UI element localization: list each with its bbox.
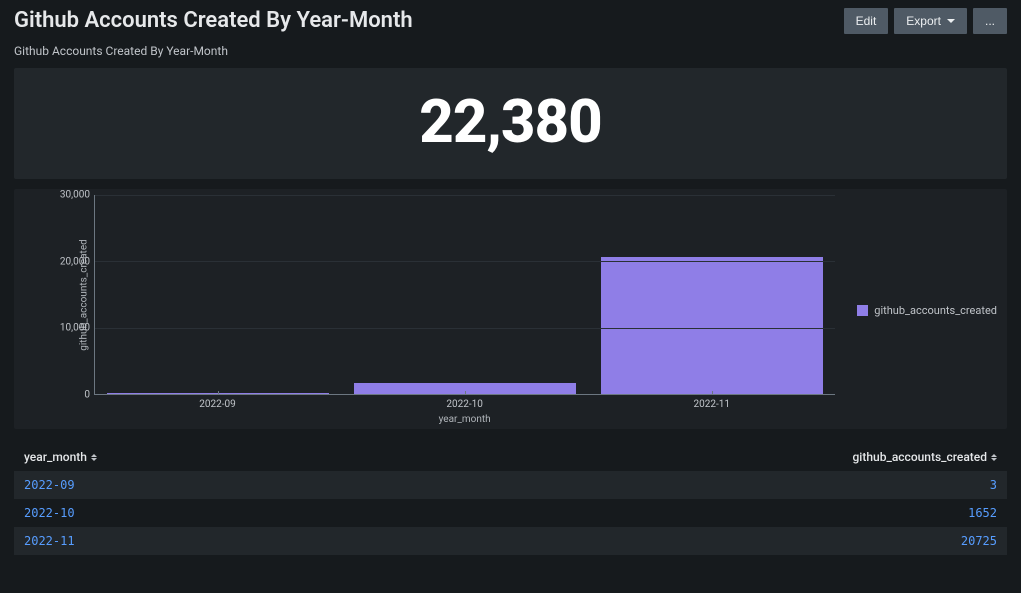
sort-icon — [91, 454, 97, 461]
x-ticks: 2022-092022-102022-11 — [94, 395, 835, 410]
gridline — [95, 195, 835, 196]
cell-count: 3 — [990, 478, 997, 492]
bar-slot — [342, 195, 589, 394]
chart-plot: github_accounts_created 010,00020,00030,… — [22, 195, 845, 395]
bar[interactable] — [601, 257, 823, 394]
bar-slot — [95, 195, 342, 394]
x-axis-title: year_month — [94, 410, 835, 425]
dashboard-page: Github Accounts Created By Year-Month Ed… — [0, 0, 1021, 569]
plot-area — [94, 195, 835, 395]
export-button[interactable]: Export — [894, 8, 967, 34]
col-header-count-label: github_accounts_created — [853, 450, 988, 464]
col-header-count[interactable]: github_accounts_created — [853, 450, 998, 464]
table-row[interactable]: 2022-10 1652 — [14, 499, 1007, 527]
edit-button[interactable]: Edit — [844, 8, 889, 34]
header-left: Github Accounts Created By Year-Month — [14, 4, 413, 33]
data-table: year_month github_accounts_created 2022-… — [14, 443, 1007, 555]
col-header-month[interactable]: year_month — [24, 450, 97, 464]
y-tick-label: 0 — [50, 390, 90, 401]
chart-main: github_accounts_created 010,00020,00030,… — [22, 195, 845, 425]
bar-slot — [589, 195, 836, 394]
header: Github Accounts Created By Year-Month Ed… — [14, 4, 1007, 34]
table-header: year_month github_accounts_created — [14, 443, 1007, 471]
export-button-label: Export — [906, 14, 941, 28]
bars-container — [95, 195, 835, 394]
table-body: 2022-09 3 2022-10 1652 2022-11 20725 — [14, 471, 1007, 555]
x-tick-label: 2022-10 — [341, 395, 588, 410]
chart-card: github_accounts_created 0 10,000 20,000 30,… — [14, 189, 1007, 429]
gridline — [95, 328, 835, 329]
y-ticks: 010,00020,00030,000 — [50, 195, 90, 395]
x-tick-label: 2022-09 — [94, 395, 341, 410]
legend-swatch — [857, 305, 868, 316]
x-tick-label: 2022-11 — [588, 395, 835, 410]
cell-count: 20725 — [961, 534, 997, 548]
cell-month: 2022-11 — [24, 534, 75, 548]
col-header-month-label: year_month — [24, 450, 87, 464]
y-tick-label: 30,000 — [50, 190, 90, 201]
cell-count: 1652 — [968, 506, 997, 520]
chart-flex: github_accounts_created 010,00020,00030,… — [22, 195, 999, 425]
table-row[interactable]: 2022-11 20725 — [14, 527, 1007, 555]
legend-label: github_accounts_created — [874, 304, 997, 317]
y-tick-label: 20,000 — [50, 256, 90, 267]
big-number-card: 22,380 — [14, 68, 1007, 179]
more-button-label: ... — [985, 14, 995, 28]
sort-icon — [991, 454, 997, 461]
header-actions: Edit Export ... — [844, 4, 1007, 34]
more-button[interactable]: ... — [973, 8, 1007, 34]
cell-month: 2022-10 — [24, 506, 75, 520]
page-subtitle: Github Accounts Created By Year-Month — [14, 44, 1007, 58]
chart-legend: github_accounts_created — [857, 304, 999, 317]
y-tick-label: 10,000 — [50, 323, 90, 334]
table-row[interactable]: 2022-09 3 — [14, 471, 1007, 499]
edit-button-label: Edit — [856, 14, 877, 28]
cell-month: 2022-09 — [24, 478, 75, 492]
chevron-down-icon — [947, 19, 955, 23]
gridline — [95, 261, 835, 262]
big-number-value: 22,380 — [14, 86, 1007, 157]
page-title: Github Accounts Created By Year-Month — [14, 4, 413, 33]
